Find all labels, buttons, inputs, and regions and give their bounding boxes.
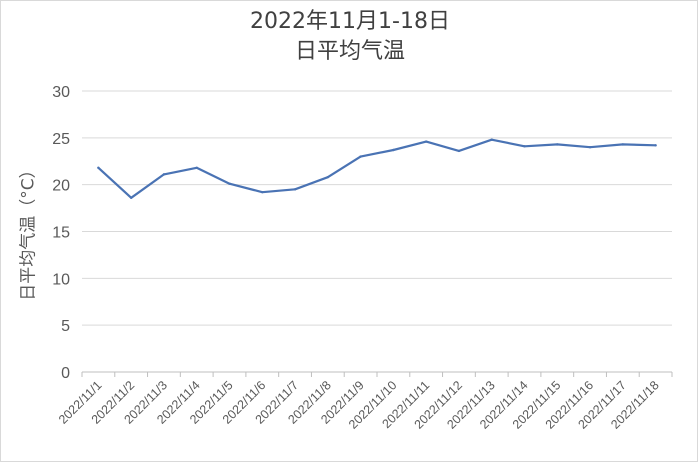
data-point <box>392 148 395 152</box>
data-point <box>261 190 264 194</box>
data-point <box>129 196 133 199</box>
data-point <box>326 175 330 179</box>
y-tick-label: 30 <box>52 84 70 101</box>
data-point <box>621 143 625 146</box>
data-point <box>556 143 559 146</box>
data-point <box>588 146 592 149</box>
data-point <box>293 188 297 191</box>
data-point <box>523 145 526 148</box>
series-line <box>97 138 657 199</box>
data-point <box>424 140 428 143</box>
data-point <box>457 149 461 153</box>
y-tick-label: 5 <box>61 318 70 335</box>
chart-subtitle: 日平均气温 <box>294 39 405 64</box>
data-point <box>162 173 166 176</box>
y-tick-label: 20 <box>52 178 70 195</box>
data-point <box>359 155 362 158</box>
data-point <box>654 144 657 147</box>
chart-title: 2022年11月1-18日 <box>250 9 450 34</box>
y-tick-label: 10 <box>52 271 70 288</box>
data-point <box>228 182 231 185</box>
y-tick-label: 25 <box>52 131 70 148</box>
data-point <box>97 166 100 170</box>
data-point <box>195 166 198 170</box>
data-point <box>490 138 493 141</box>
y-tick-label: 0 <box>61 365 70 382</box>
y-tick-label: 15 <box>52 225 70 242</box>
